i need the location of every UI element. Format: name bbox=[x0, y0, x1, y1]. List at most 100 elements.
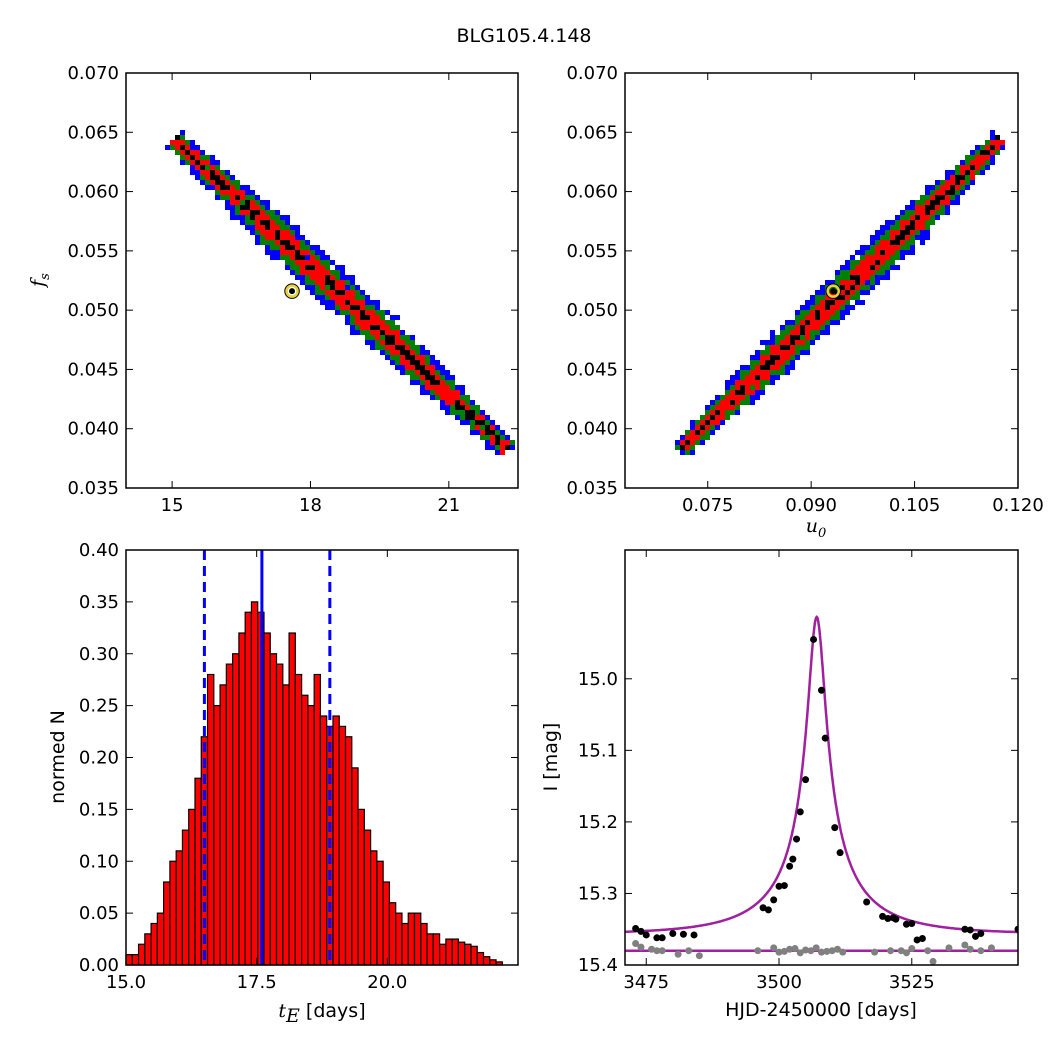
p1-cell bbox=[430, 390, 435, 395]
p1-cell bbox=[335, 280, 340, 285]
p2-cell bbox=[980, 160, 985, 165]
p2-cell bbox=[1000, 140, 1005, 145]
p2-cell bbox=[865, 280, 870, 285]
p2-cell bbox=[825, 305, 830, 310]
p1-cell bbox=[225, 185, 230, 190]
p2-cell bbox=[740, 390, 745, 395]
p1-cell bbox=[285, 265, 290, 270]
p2-cell bbox=[910, 240, 915, 245]
p2-cell bbox=[720, 395, 725, 400]
p2-cell bbox=[770, 335, 775, 340]
p1-cell bbox=[410, 335, 415, 340]
p1-cell bbox=[275, 250, 280, 255]
p1-cell bbox=[430, 370, 435, 375]
p2-cell bbox=[780, 340, 785, 345]
p2-cell bbox=[865, 255, 870, 260]
p2-cell bbox=[845, 265, 850, 270]
p2-cell bbox=[925, 230, 930, 235]
p2-cell bbox=[855, 260, 860, 265]
p2-cell bbox=[745, 365, 750, 370]
p1-cell bbox=[320, 300, 325, 305]
p2-cell bbox=[695, 420, 700, 425]
p2-cell bbox=[855, 290, 860, 295]
p2-cell bbox=[910, 210, 915, 215]
p2-cell bbox=[860, 300, 865, 305]
p1-cell bbox=[360, 310, 365, 315]
p1-cell bbox=[365, 335, 370, 340]
p1-cell bbox=[380, 345, 385, 350]
p2-cell bbox=[865, 250, 870, 255]
p1-cell bbox=[485, 445, 490, 450]
p1-cell bbox=[270, 245, 275, 250]
p1-cell bbox=[485, 425, 490, 430]
p1-cell bbox=[385, 350, 390, 355]
p1-cell bbox=[240, 205, 245, 210]
p1-cell bbox=[385, 345, 390, 350]
p2-cell bbox=[825, 315, 830, 320]
p1-cell bbox=[390, 340, 395, 345]
p2-cell bbox=[780, 370, 785, 375]
p1-cell bbox=[240, 185, 245, 190]
p2-cell bbox=[775, 360, 780, 365]
p2-cell bbox=[985, 160, 990, 165]
p2-ytick-label: 0.065 bbox=[566, 122, 618, 143]
p2-cell bbox=[865, 285, 870, 290]
data-point bbox=[913, 936, 921, 944]
p1-cell bbox=[435, 380, 440, 385]
p1-cell bbox=[415, 360, 420, 365]
p1-cell bbox=[485, 415, 490, 420]
p1-cell bbox=[195, 165, 200, 170]
p2-cell bbox=[820, 325, 825, 330]
p2-cell bbox=[880, 265, 885, 270]
p2-cell bbox=[815, 300, 820, 305]
p1-cell bbox=[400, 350, 405, 355]
p1-cell bbox=[235, 210, 240, 215]
p1-cell bbox=[450, 375, 455, 380]
p2-cell bbox=[960, 165, 965, 170]
p2-cell bbox=[860, 285, 865, 290]
p2-cell bbox=[810, 330, 815, 335]
p1-cell bbox=[380, 325, 385, 330]
p2-cell bbox=[950, 190, 955, 195]
p2-cell bbox=[850, 275, 855, 280]
p2-cell bbox=[765, 370, 770, 375]
p2-cell bbox=[705, 420, 710, 425]
p1-cell bbox=[325, 290, 330, 295]
residual-point bbox=[823, 947, 831, 955]
p2-cell bbox=[700, 425, 705, 430]
residual-point bbox=[674, 950, 682, 958]
p2-cell bbox=[860, 280, 865, 285]
p1-cell bbox=[495, 435, 500, 440]
p2-cell bbox=[885, 220, 890, 225]
p2-cell bbox=[735, 405, 740, 410]
p1-cell bbox=[335, 270, 340, 275]
p1-cell bbox=[355, 315, 360, 320]
p1-cell bbox=[405, 340, 410, 345]
p3-xtick-label: 17.5 bbox=[237, 972, 277, 993]
p1-cell bbox=[250, 225, 255, 230]
p1-cell bbox=[380, 310, 385, 315]
p1-cell bbox=[295, 265, 300, 270]
p1-cell bbox=[325, 255, 330, 260]
p2-cell bbox=[840, 270, 845, 275]
p2-cell bbox=[915, 225, 920, 230]
p4-plot-area bbox=[625, 615, 1018, 965]
p1-cell bbox=[280, 230, 285, 235]
p2-cell bbox=[860, 275, 865, 280]
p1-cell bbox=[325, 275, 330, 280]
p2-cell bbox=[995, 140, 1000, 145]
p1-cell bbox=[390, 315, 395, 320]
p1-cell bbox=[305, 285, 310, 290]
histogram-bar bbox=[370, 850, 378, 966]
p1-cell bbox=[380, 340, 385, 345]
p2-cell bbox=[970, 165, 975, 170]
p2-cell bbox=[935, 195, 940, 200]
p2-cell bbox=[750, 375, 755, 380]
p2-cell bbox=[840, 310, 845, 315]
p1-cell bbox=[475, 415, 480, 420]
p1-cell bbox=[320, 270, 325, 275]
p1-cell bbox=[465, 410, 470, 415]
residual-point bbox=[786, 945, 794, 953]
p2-cell bbox=[915, 220, 920, 225]
